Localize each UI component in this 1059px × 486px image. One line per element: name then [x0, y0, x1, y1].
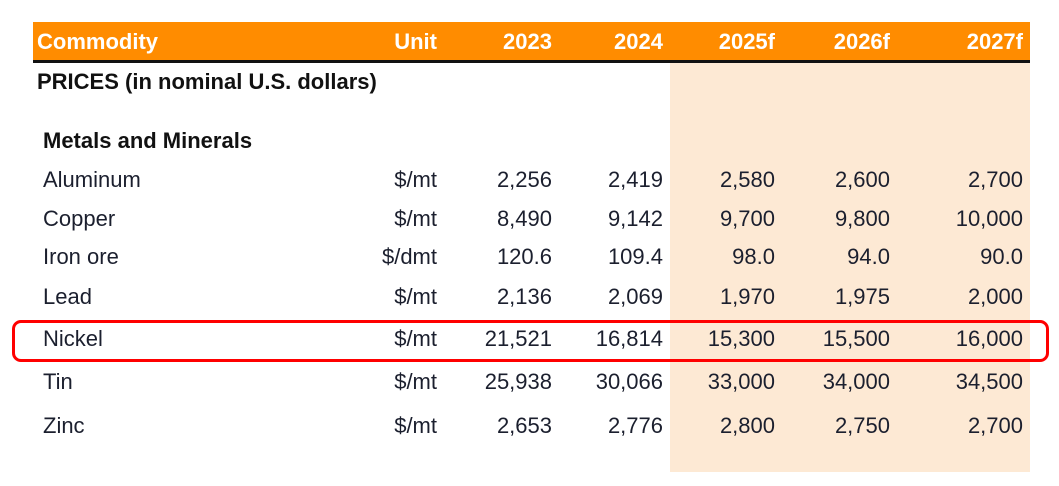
value-cell: 21,521	[484, 326, 552, 351]
value-cell: 2,700	[967, 413, 1023, 438]
unit-cell: $/mt	[394, 369, 437, 394]
value-cell: 2,136	[496, 284, 552, 309]
table-header	[33, 22, 1030, 63]
column-header: Unit	[394, 29, 437, 54]
commodity-name: Lead	[43, 284, 92, 309]
value-cell: 2,700	[967, 167, 1023, 192]
commodity-name: Aluminum	[43, 167, 141, 192]
unit-cell: $/mt	[394, 167, 437, 192]
value-cell: 2,256	[496, 167, 552, 192]
value-cell: 16,814	[595, 326, 663, 351]
unit-cell: $/mt	[394, 413, 437, 438]
section-heading: Metals and Minerals	[43, 128, 253, 153]
value-cell: 2,750	[834, 413, 890, 438]
value-cell: 2,069	[607, 284, 663, 309]
commodity-name: Copper	[43, 206, 116, 231]
commodity-name: Zinc	[43, 413, 85, 438]
value-cell: 94.0	[847, 244, 890, 269]
unit-cell: $/mt	[394, 284, 437, 309]
value-cell: 16,000	[955, 326, 1023, 351]
value-cell: 98.0	[732, 244, 775, 269]
column-header: 2023	[503, 29, 552, 54]
value-cell: 2,580	[719, 167, 775, 192]
column-header: 2026f	[833, 29, 890, 54]
unit-cell: $/dmt	[381, 244, 437, 269]
value-cell: 1,970	[719, 284, 775, 309]
forecast-shading	[670, 63, 1030, 472]
unit-cell: $/mt	[394, 326, 437, 351]
value-cell: 2,419	[607, 167, 663, 192]
value-cell: 2,776	[607, 413, 663, 438]
value-cell: 15,500	[822, 326, 890, 351]
value-cell: 1,975	[834, 284, 890, 309]
column-header: 2024	[614, 29, 663, 54]
value-cell: 9,800	[834, 206, 890, 231]
value-cell: 8,490	[496, 206, 552, 231]
value-cell: 30,066	[595, 369, 663, 394]
column-header: 2027f	[966, 29, 1023, 54]
value-cell: 2,800	[719, 413, 775, 438]
unit-cell: $/mt	[394, 206, 437, 231]
value-cell: 120.6	[496, 244, 552, 269]
value-cell: 10,000	[955, 206, 1023, 231]
value-cell: 9,142	[607, 206, 663, 231]
value-cell: 34,000	[822, 369, 890, 394]
value-cell: 33,000	[707, 369, 775, 394]
commodity-name: Iron ore	[43, 244, 119, 269]
value-cell: 25,938	[484, 369, 552, 394]
value-cell: 90.0	[980, 244, 1023, 269]
value-cell: 109.4	[607, 244, 663, 269]
value-cell: 2,653	[496, 413, 552, 438]
table-title: PRICES (in nominal U.S. dollars)	[37, 69, 377, 94]
value-cell: 34,500	[955, 369, 1023, 394]
value-cell: 15,300	[707, 326, 775, 351]
value-cell: 2,600	[834, 167, 890, 192]
highlight-box-nickel	[12, 320, 1049, 362]
column-header: 2025f	[718, 29, 775, 54]
commodity-name: Tin	[43, 369, 73, 394]
value-cell: 2,000	[967, 284, 1023, 309]
value-cell: 9,700	[719, 206, 775, 231]
column-header: Commodity	[37, 29, 158, 54]
commodity-name: Nickel	[43, 326, 103, 351]
